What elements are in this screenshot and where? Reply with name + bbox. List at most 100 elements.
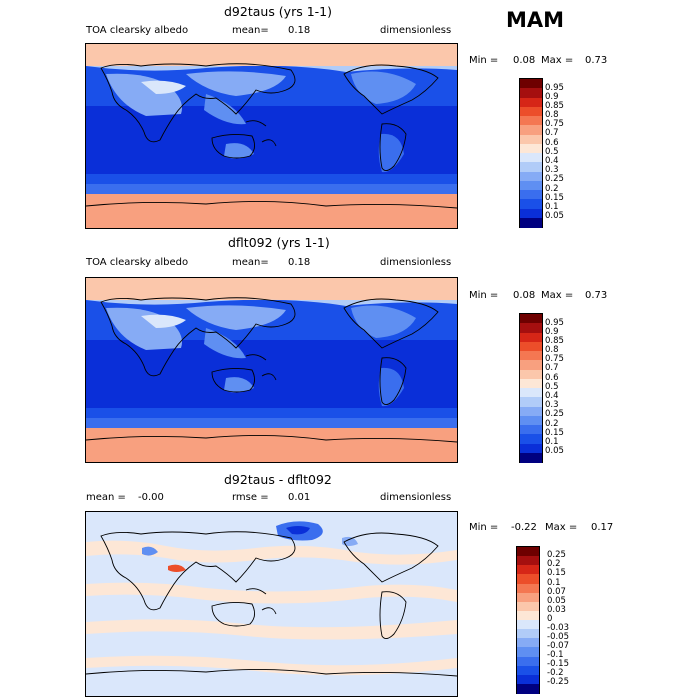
panel3-cb-label: 0.1 bbox=[547, 578, 561, 588]
panel3-cb-label: -0.03 bbox=[547, 623, 569, 633]
colorbar-swatch bbox=[520, 397, 542, 407]
panel3-cb-label: -0.05 bbox=[547, 632, 569, 642]
panel1-cb-label: 0.15 bbox=[545, 193, 564, 203]
panel1-cb-label: 0.1 bbox=[545, 202, 559, 212]
panel3-cb-label: -0.07 bbox=[547, 641, 569, 651]
colorbar-swatch bbox=[520, 434, 542, 444]
colorbar-swatch bbox=[517, 674, 539, 685]
colorbar-swatch bbox=[517, 629, 539, 639]
panel2-cb-label: 0.8 bbox=[545, 345, 559, 355]
colorbar-swatch bbox=[517, 638, 539, 648]
colorbar-swatch bbox=[520, 106, 542, 117]
panel3-negative-anomaly bbox=[142, 546, 158, 556]
panel1-cb-label: 0.7 bbox=[545, 128, 559, 138]
colorbar-swatch bbox=[520, 314, 542, 324]
panel1-cb-label: 0.25 bbox=[545, 174, 564, 184]
panel2-antarctic-ice bbox=[86, 428, 457, 462]
panel2-min-value: 0.08 bbox=[513, 290, 536, 301]
panel2-samerica-field bbox=[378, 367, 404, 407]
panel2-mean-value: 0.18 bbox=[288, 257, 311, 268]
colorbar-swatch bbox=[517, 601, 539, 612]
colorbar-swatch bbox=[520, 360, 542, 370]
panel3-colorbar bbox=[516, 546, 540, 694]
panel3-min-label: Min = bbox=[469, 522, 499, 533]
panel2-cb-label: 0.1 bbox=[545, 437, 559, 447]
panel2-cb-label: 0.6 bbox=[545, 373, 559, 383]
panel2-cb-label: 0.95 bbox=[545, 318, 564, 328]
colorbar-swatch bbox=[517, 610, 539, 621]
panel2-cb-label: 0.85 bbox=[545, 336, 564, 346]
panel3-mean-label: mean = bbox=[86, 492, 126, 503]
panel3-rmse-label: rmse = bbox=[232, 492, 269, 503]
panel1-cb-label: 0.95 bbox=[545, 83, 564, 93]
panel2-southern-band bbox=[86, 418, 457, 428]
panel3-map-svg bbox=[86, 512, 457, 696]
panel1-cb-label: 0.2 bbox=[545, 184, 559, 194]
panel2-coastlines bbox=[86, 297, 457, 443]
panel1-subpolar bbox=[86, 65, 457, 72]
panel2-cb-label: 0.05 bbox=[545, 446, 564, 456]
panel3-positive-band bbox=[86, 655, 457, 676]
panel3-positive-band bbox=[86, 540, 457, 565]
colorbar-swatch bbox=[520, 162, 542, 172]
panel3-cb-label: 0.05 bbox=[547, 596, 566, 606]
panel1-colorbar bbox=[519, 78, 543, 228]
colorbar-swatch bbox=[520, 388, 542, 398]
panel3-max-value: 0.17 bbox=[591, 522, 614, 533]
colorbar-swatch bbox=[520, 97, 542, 108]
colorbar-swatch bbox=[520, 208, 542, 219]
colorbar-swatch bbox=[520, 134, 542, 145]
colorbar-swatch bbox=[520, 125, 542, 135]
panel1-sahara bbox=[141, 80, 186, 94]
colorbar-swatch bbox=[520, 415, 542, 426]
panel2-subpolar bbox=[86, 299, 457, 306]
panel1-samerica-field bbox=[378, 133, 404, 173]
panel1-cb-label: 0.6 bbox=[545, 138, 559, 148]
colorbar-swatch bbox=[517, 583, 539, 594]
colorbar-swatch bbox=[520, 425, 542, 435]
panel2-sahara bbox=[141, 314, 186, 328]
colorbar-swatch bbox=[520, 323, 542, 333]
panel2-cb-label: 0.75 bbox=[545, 354, 564, 364]
panel1-namerica-field bbox=[351, 71, 416, 104]
panel2-title: dflt092 (yrs 1-1) bbox=[228, 235, 330, 250]
panel2-colorbar bbox=[519, 313, 543, 463]
panel3-rmse-value: 0.01 bbox=[288, 492, 311, 503]
panel3-coastlines bbox=[86, 531, 457, 677]
colorbar-swatch bbox=[520, 217, 542, 228]
panel3-title: d92taus - dflt092 bbox=[224, 472, 332, 487]
colorbar-swatch bbox=[520, 190, 542, 200]
panel1-map bbox=[85, 43, 458, 229]
panel3-cb-label: 0.07 bbox=[547, 587, 566, 597]
colorbar-swatch bbox=[520, 341, 542, 352]
colorbar-swatch bbox=[517, 547, 539, 557]
panel1-southern-band bbox=[86, 184, 457, 194]
panel3-cb-label: -0.2 bbox=[547, 668, 564, 678]
panel1-units: dimensionless bbox=[380, 25, 452, 36]
colorbar-swatch bbox=[517, 556, 539, 566]
panel1-asia-field bbox=[186, 71, 286, 96]
panel1-variable: TOA clearsky albedo bbox=[86, 25, 189, 36]
colorbar-swatch bbox=[520, 443, 542, 454]
panel2-india-field bbox=[204, 328, 246, 359]
panel3-cb-label: 0.25 bbox=[547, 550, 566, 560]
panel2-map-svg bbox=[86, 278, 457, 462]
panel1-map-svg bbox=[86, 44, 457, 228]
panel1-min-label: Min = bbox=[469, 55, 499, 66]
panel2-variable: TOA clearsky albedo bbox=[86, 257, 189, 268]
panel3-cb-label: -0.1 bbox=[547, 650, 564, 660]
panel2-cb-label: 0.25 bbox=[545, 409, 564, 419]
colorbar-swatch bbox=[520, 143, 542, 154]
panel1-cb-label: 0.4 bbox=[545, 156, 559, 166]
colorbar-swatch bbox=[520, 406, 542, 417]
panel2-cb-label: 0.7 bbox=[545, 363, 559, 373]
panel1-mean-label: mean= bbox=[232, 25, 269, 36]
panel2-units: dimensionless bbox=[380, 257, 452, 268]
panel2-max-label: Max = bbox=[541, 290, 574, 301]
colorbar-swatch bbox=[520, 351, 542, 361]
panel2-namerica-field bbox=[351, 305, 416, 338]
panel3-mean-value: -0.00 bbox=[138, 492, 164, 503]
panel2-mean-label: mean= bbox=[232, 257, 269, 268]
panel3-negative-anomaly bbox=[342, 536, 358, 546]
panel3-max-label: Max = bbox=[545, 522, 578, 533]
